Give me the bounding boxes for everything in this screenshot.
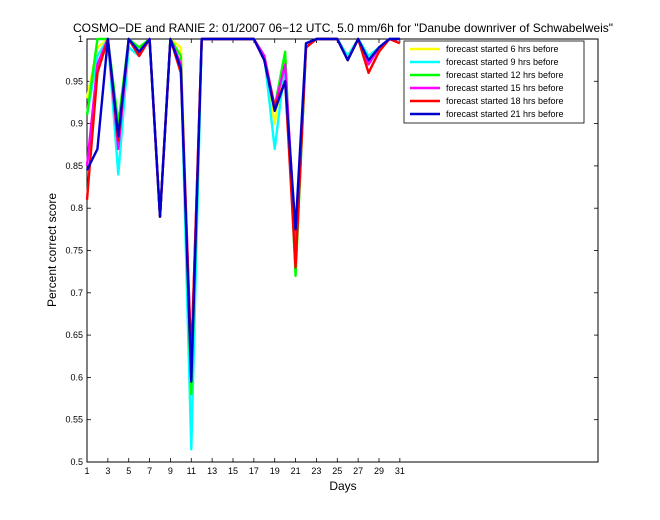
y-tick-label: 0.85 — [65, 161, 83, 171]
y-axis-label: Percent correct score — [45, 193, 59, 307]
x-tick-label: 25 — [332, 466, 342, 476]
x-tick-label: 31 — [395, 466, 405, 476]
x-tick-label: 11 — [187, 466, 196, 476]
y-tick-label: 0.75 — [65, 246, 83, 256]
legend: forecast started 6 hrs before forecast st… — [403, 40, 585, 124]
y-tick-label: 1 — [78, 34, 83, 44]
y-tick-label: 0.95 — [65, 76, 83, 86]
y-tick-label: 0.65 — [65, 330, 83, 340]
x-tick-label: 5 — [126, 466, 131, 476]
y-tick-label: 0.9 — [70, 119, 83, 129]
x-tick-label: 15 — [228, 466, 238, 476]
x-tick-label: 23 — [311, 466, 321, 476]
x-tick-label: 13 — [207, 466, 217, 476]
x-tick-label: 9 — [168, 466, 173, 476]
legend-label-3: forecast started 15 hrs before — [446, 83, 564, 93]
y-tick-label: 0.7 — [70, 288, 83, 298]
legend-label-0: forecast started 6 hrs before — [446, 44, 559, 54]
x-tick-label: 27 — [353, 466, 363, 476]
x-tick-label: 21 — [291, 466, 301, 476]
y-tick-label: 0.8 — [70, 203, 83, 213]
y-tick-label: 0.6 — [70, 372, 83, 382]
chart-title: COSMO−DE and RANIE 2: 01/2007 06−12 UTC,… — [73, 21, 613, 35]
x-axis-label: Days — [329, 479, 356, 493]
legend-box — [403, 40, 585, 124]
legend-label-2: forecast started 12 hrs before — [446, 70, 564, 80]
axis-ticks: 1 3 5 7 9 11 13 15 17 19 21 23 25 27 29 310.50.550.60.6… — [65, 34, 598, 476]
y-tick-label: 0.55 — [65, 415, 83, 425]
y-tick-label: 0.5 — [70, 457, 83, 467]
x-tick-label: 3 — [105, 466, 110, 476]
x-tick-label: 17 — [249, 466, 259, 476]
legend-label-1: forecast started 9 hrs before — [446, 57, 559, 67]
legend-label-5: forecast started 21 hrs before — [446, 109, 564, 119]
x-tick-label: 7 — [147, 466, 152, 476]
x-tick-label: 1 — [84, 466, 89, 476]
legend-label-4: forecast started 18 hrs before — [446, 96, 564, 106]
series-line-5 — [85, 37, 400, 383]
series-lines — [85, 37, 401, 451]
x-tick-label: 19 — [270, 466, 280, 476]
x-tick-label: 29 — [374, 466, 384, 476]
